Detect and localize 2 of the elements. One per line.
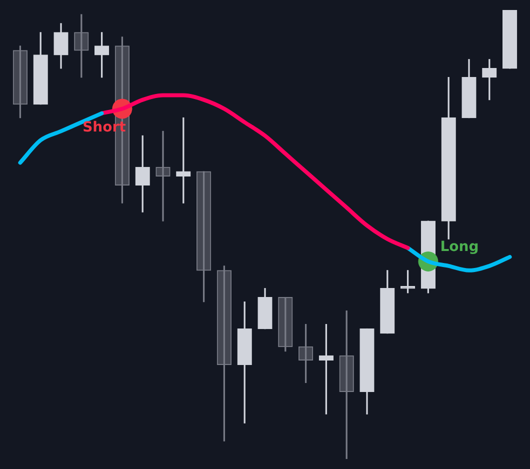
series-label: Long xyxy=(440,239,479,256)
series-label: Short xyxy=(82,119,126,136)
